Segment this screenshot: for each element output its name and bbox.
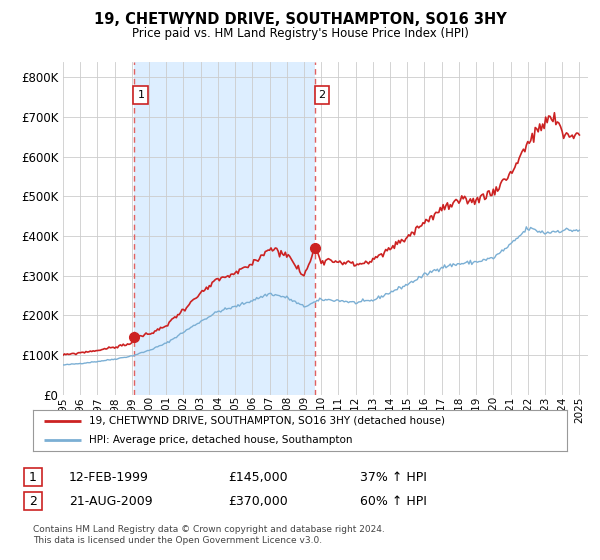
- Text: £370,000: £370,000: [228, 494, 288, 508]
- Text: Price paid vs. HM Land Registry's House Price Index (HPI): Price paid vs. HM Land Registry's House …: [131, 27, 469, 40]
- Text: 60% ↑ HPI: 60% ↑ HPI: [360, 494, 427, 508]
- Bar: [134, 62, 315, 395]
- Text: 19, CHETWYND DRIVE, SOUTHAMPTON, SO16 3HY: 19, CHETWYND DRIVE, SOUTHAMPTON, SO16 3H…: [94, 12, 506, 27]
- Text: 21-AUG-2009: 21-AUG-2009: [69, 494, 152, 508]
- Text: 2: 2: [29, 494, 37, 508]
- Text: Contains HM Land Registry data © Crown copyright and database right 2024.
This d: Contains HM Land Registry data © Crown c…: [33, 525, 385, 545]
- Text: 19, CHETWYND DRIVE, SOUTHAMPTON, SO16 3HY (detached house): 19, CHETWYND DRIVE, SOUTHAMPTON, SO16 3H…: [89, 416, 445, 426]
- Text: 37% ↑ HPI: 37% ↑ HPI: [360, 470, 427, 484]
- Text: 1: 1: [29, 470, 37, 484]
- Text: 12-FEB-1999: 12-FEB-1999: [69, 470, 149, 484]
- Text: 2: 2: [319, 90, 326, 100]
- Text: HPI: Average price, detached house, Southampton: HPI: Average price, detached house, Sout…: [89, 435, 353, 445]
- Text: £145,000: £145,000: [228, 470, 287, 484]
- Text: 1: 1: [137, 90, 145, 100]
